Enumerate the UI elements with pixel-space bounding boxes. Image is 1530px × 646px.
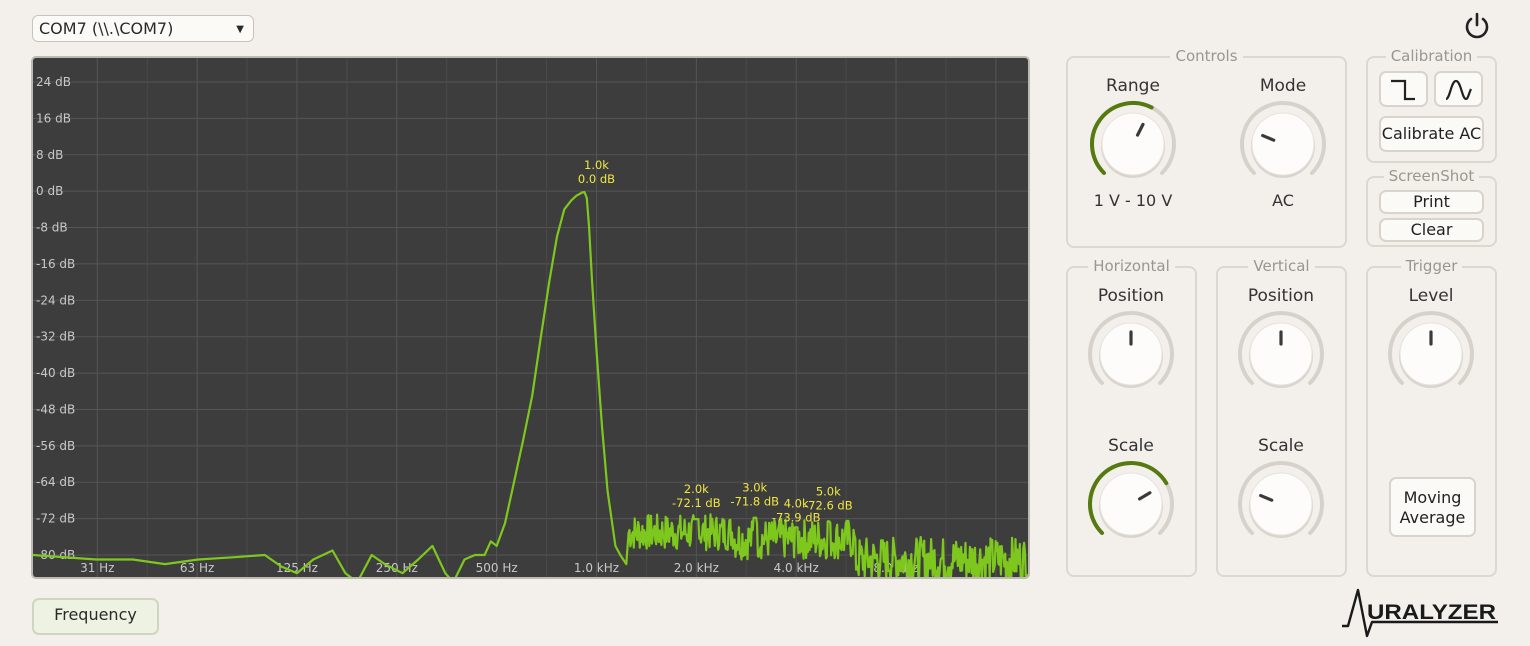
vertical-title: Vertical <box>1248 257 1315 275</box>
frequency-button[interactable]: Frequency <box>32 598 159 635</box>
x-tick-label: 4.0 kHz <box>774 561 819 575</box>
sine-wave-icon <box>1445 79 1472 101</box>
sine-wave-button[interactable] <box>1434 71 1483 107</box>
y-tick-label: 16 dB <box>36 111 71 125</box>
peak-freq-label: 3.0k <box>742 481 767 495</box>
y-tick-label: -72 dB <box>36 512 75 526</box>
spectrum-trace <box>33 191 1028 577</box>
trigger-level-label: Level <box>1408 286 1454 306</box>
peak-level-label: -72.1 dB <box>672 496 721 510</box>
range-value: 1 V - 10 V <box>1093 191 1173 210</box>
range-label: Range <box>1106 76 1160 96</box>
calibration-title: Calibration <box>1385 47 1478 65</box>
peak-level-label: -72.6 dB <box>804 498 853 512</box>
x-tick-label: 31 Hz <box>80 561 114 575</box>
peak-freq-label: 2.0k <box>684 482 709 496</box>
y-tick-label: -40 dB <box>36 366 75 380</box>
y-tick-label: -32 dB <box>36 330 75 344</box>
logo-text: URALYZER <box>1367 601 1496 624</box>
trigger-panel: Trigger Level Moving Average <box>1366 257 1497 577</box>
y-tick-label: -16 dB <box>36 257 75 271</box>
moving-average-button[interactable]: Moving Average <box>1389 477 1476 537</box>
y-tick-label: 8 dB <box>36 148 63 162</box>
peak-level-label: -71.8 dB <box>730 495 779 509</box>
trigger-level-knob[interactable] <box>1386 309 1476 399</box>
horizontal-position-label: Position <box>1097 286 1165 306</box>
x-tick-label: 500 Hz <box>476 561 518 575</box>
controls-panel: Controls Range 1 V - 10 V Mode AC <box>1066 47 1347 248</box>
power-icon <box>1465 12 1489 39</box>
moving-average-line2: Average <box>1399 508 1466 527</box>
x-tick-label: 2.0 kHz <box>674 561 719 575</box>
range-knob[interactable] <box>1088 99 1178 189</box>
controls-title: Controls <box>1170 47 1243 65</box>
peak-freq-label: 1.0k <box>584 158 609 172</box>
screenshot-panel: ScreenShot Print Clear <box>1366 167 1497 247</box>
y-tick-label: -64 dB <box>36 475 75 489</box>
x-tick-label: 63 Hz <box>180 561 214 575</box>
print-button[interactable]: Print <box>1379 190 1484 214</box>
peak-freq-label: 5.0k <box>816 484 841 498</box>
spectrum-display[interactable]: 24 dB 16 dB 8 dB 0 dB -8 dB -16 dB -24 dB -32 d… <box>31 56 1030 579</box>
power-button[interactable] <box>1461 10 1493 42</box>
y-tick-label: 24 dB <box>36 75 71 89</box>
clear-button[interactable]: Clear <box>1379 218 1484 242</box>
vertical-panel: Vertical Position Scale <box>1216 257 1347 577</box>
x-tick-label: 1.0 kHz <box>574 561 619 575</box>
horizontal-panel: Horizontal Position Scale <box>1066 257 1197 577</box>
calibrate-ac-button[interactable]: Calibrate AC <box>1379 116 1484 152</box>
auralyzer-logo: URALYZER <box>1340 586 1498 642</box>
peak-level-label: -73.9 dB <box>772 510 821 524</box>
chevron-down-icon: ▼ <box>236 24 244 35</box>
vertical-scale-knob[interactable] <box>1236 459 1326 549</box>
mode-value: AC <box>1272 191 1294 210</box>
vertical-position-knob[interactable] <box>1236 309 1326 399</box>
screenshot-title: ScreenShot <box>1383 167 1480 185</box>
auralyzer-logo-mark: URALYZER <box>1342 588 1498 638</box>
square-wave-button[interactable] <box>1379 71 1428 107</box>
mode-knob[interactable] <box>1238 99 1328 189</box>
vertical-position-label: Position <box>1247 286 1315 306</box>
horizontal-position-knob[interactable] <box>1086 309 1176 399</box>
peak-level-label: 0.0 dB <box>578 172 615 186</box>
y-tick-label: -48 dB <box>36 402 75 416</box>
y-tick-label: -24 dB <box>36 293 75 307</box>
moving-average-line1: Moving <box>1403 488 1462 507</box>
horizontal-scale-label: Scale <box>1108 436 1154 456</box>
y-tick-label: 0 dB <box>36 184 63 198</box>
mode-label: Mode <box>1259 76 1307 96</box>
y-tick-label: -80 dB <box>36 548 75 562</box>
horizontal-scale-knob[interactable] <box>1086 459 1176 549</box>
port-select-value: COM7 (\\.\COM7) <box>39 19 174 38</box>
y-tick-label: -56 dB <box>36 439 75 453</box>
horizontal-title: Horizontal <box>1088 257 1175 275</box>
peak-freq-label: 4.0k <box>784 496 809 510</box>
vertical-scale-label: Scale <box>1258 436 1304 456</box>
port-select[interactable]: COM7 (\\.\COM7) ▼ <box>32 15 254 42</box>
calibration-panel: Calibration Calibrate AC <box>1366 47 1497 163</box>
trigger-title: Trigger <box>1400 257 1463 275</box>
y-tick-label: -8 dB <box>36 221 68 235</box>
square-wave-icon <box>1391 79 1415 101</box>
